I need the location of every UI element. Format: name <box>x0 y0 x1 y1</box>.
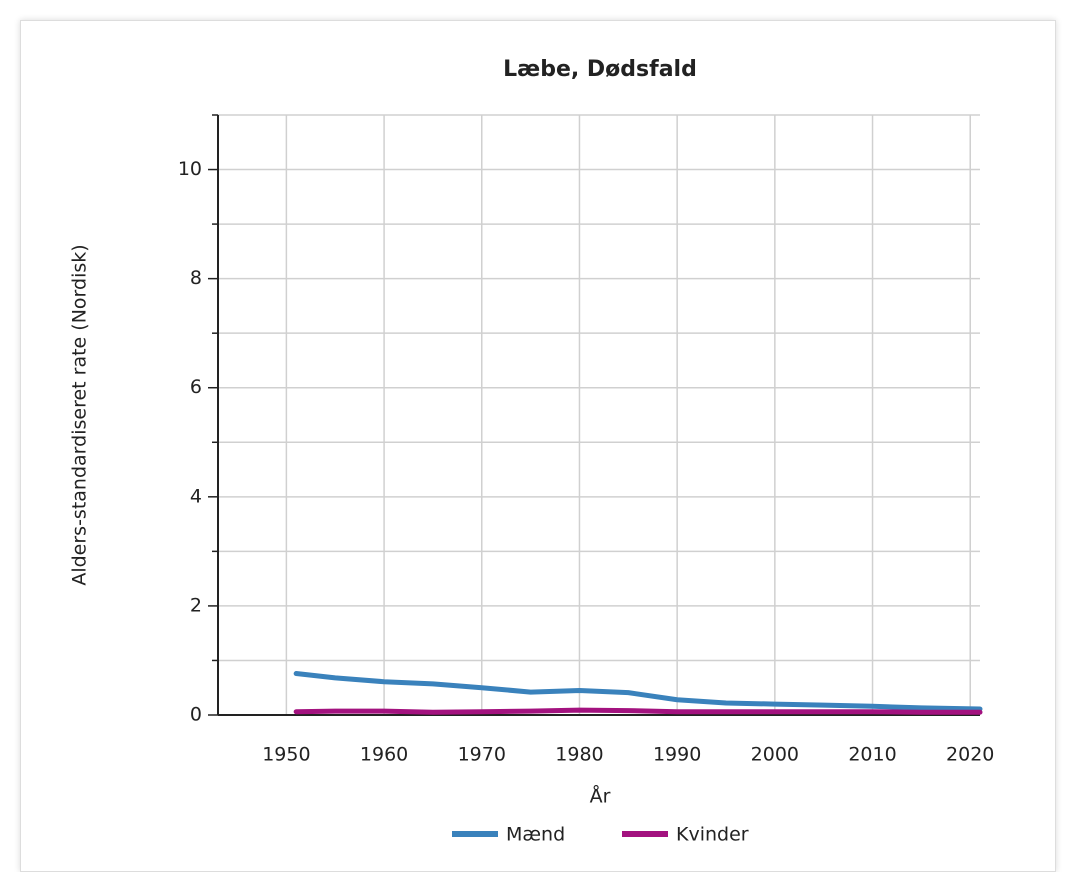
y-tick-label: 10 <box>178 158 202 180</box>
y-tick-label: 2 <box>190 594 202 616</box>
x-tick-label: 1990 <box>653 744 701 766</box>
x-tick-label: 2020 <box>946 744 994 766</box>
y-tick-label: 8 <box>190 267 202 289</box>
page: Læbe, Dødsfald År Alders-standardiseret … <box>20 20 1056 872</box>
y-tick-label: 4 <box>190 485 202 507</box>
chart-title: Læbe, Dødsfald <box>503 57 697 82</box>
x-tick-label: 1970 <box>458 744 506 766</box>
y-tick-label: 6 <box>190 376 202 398</box>
x-tick-label: 1950 <box>262 744 310 766</box>
series-line <box>293 671 983 712</box>
y-axis-label: Alders-standardiseret rate (Nordisk) <box>69 244 91 585</box>
x-tick-label: 2000 <box>751 744 799 766</box>
x-tick-label: 1960 <box>360 744 408 766</box>
legend-label: Mænd <box>506 824 565 846</box>
x-tick-label: 2010 <box>848 744 896 766</box>
x-tick-label: 1980 <box>555 744 603 766</box>
y-tick-label: 0 <box>190 704 202 726</box>
x-axis-label: År <box>590 785 611 808</box>
chart-card <box>20 20 1056 872</box>
series-line <box>293 707 983 715</box>
legend-label: Kvinder <box>676 824 749 846</box>
chart: Læbe, Dødsfald År Alders-standardiseret … <box>69 57 995 846</box>
